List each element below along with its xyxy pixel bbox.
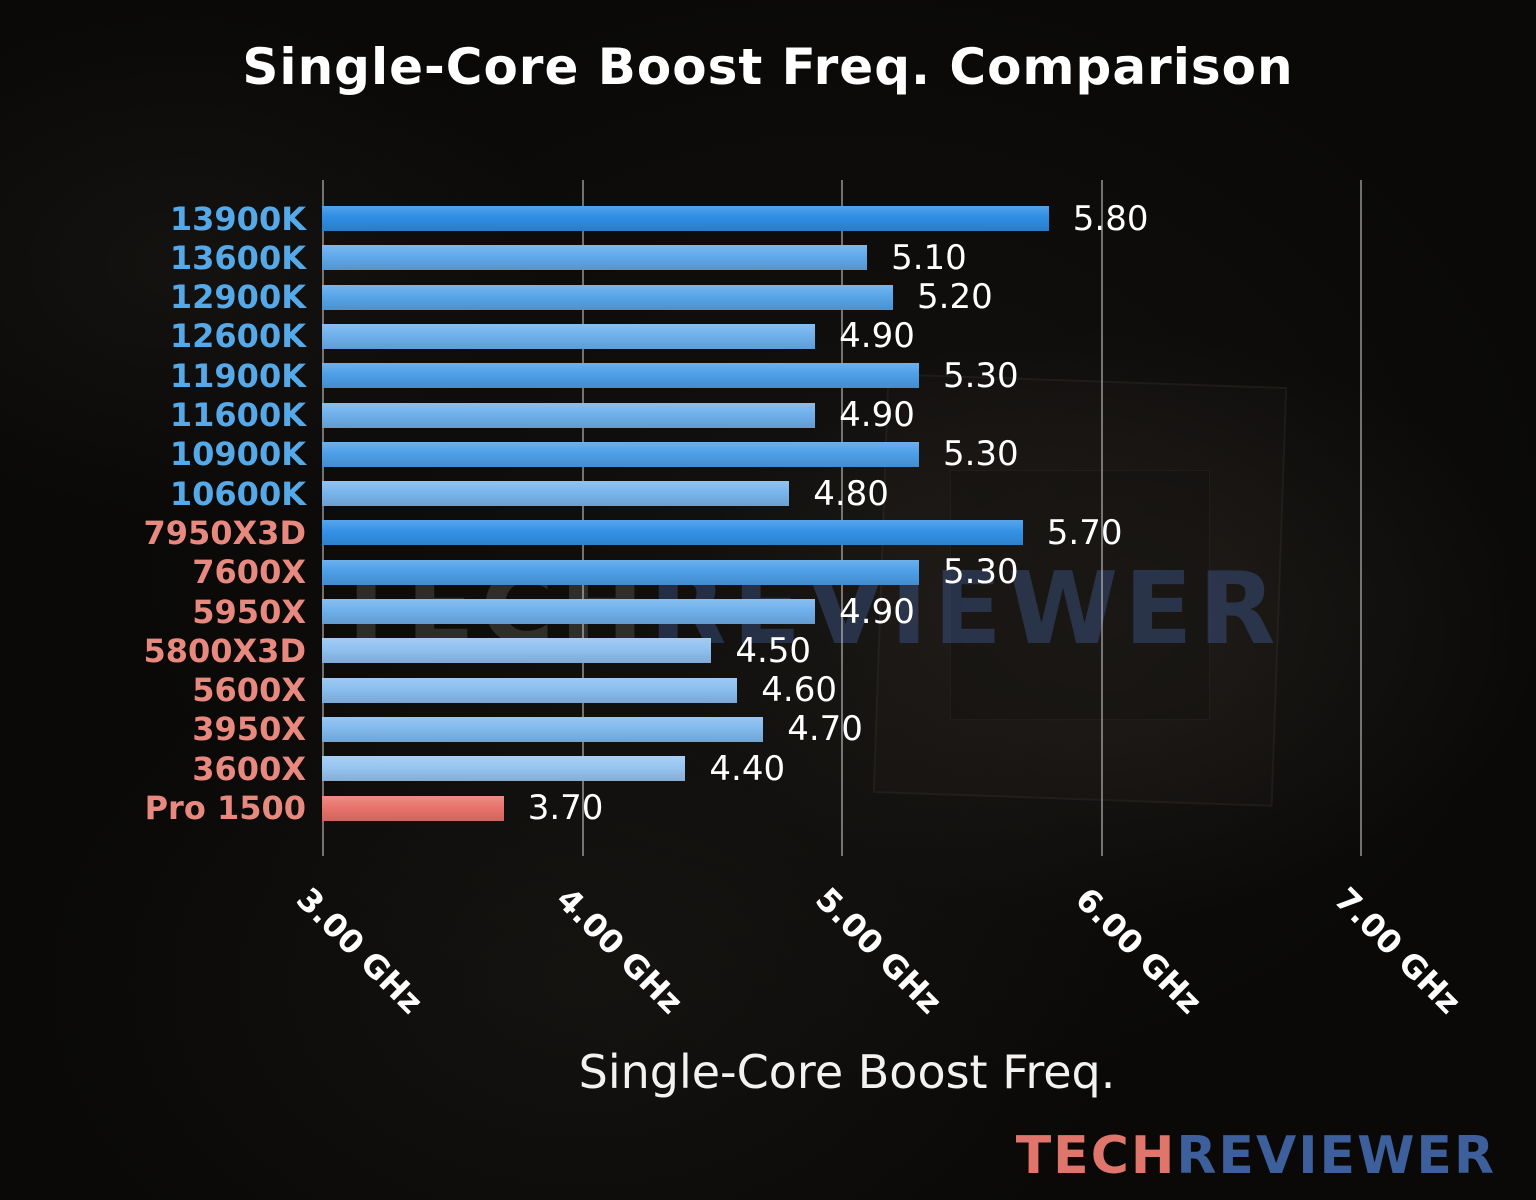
bar-row: 7950X3D 5.70 [143, 513, 1490, 553]
category-label: 5800X3D [143, 631, 306, 670]
value-label: 5.80 [1072, 198, 1149, 239]
value-label: 5.20 [917, 277, 993, 318]
bar-row: Pro 1500 3.70 [145, 788, 1490, 828]
value-label: 5.70 [1046, 512, 1123, 553]
value-label: 4.90 [839, 395, 915, 435]
category-label: 11900K [169, 356, 306, 395]
bar-row: 5800X3D 4.50 [143, 631, 1490, 671]
value-label: 4.90 [839, 591, 915, 632]
category-label: 7600X [192, 553, 306, 592]
bar-row: 11600K 4.90 [170, 395, 1490, 435]
category-label: 5600X [192, 671, 306, 710]
gridline [581, 180, 584, 856]
background-cpu-shape [950, 470, 1210, 720]
value-label: 4.80 [813, 473, 889, 514]
gridline [841, 180, 844, 856]
category-label: 10900K [169, 435, 306, 474]
bar [322, 559, 919, 585]
bar [322, 323, 816, 349]
bar-row: 12600K 4.90 [170, 316, 1490, 356]
value-label: 4.40 [709, 748, 786, 789]
x-axis-title: Single-Core Boost Freq. [578, 1045, 1116, 1099]
category-label: 10600K [169, 474, 306, 513]
bar-row: 13900K 5.80 [170, 199, 1490, 239]
bar [322, 520, 1023, 546]
value-label: 4.60 [761, 670, 837, 711]
x-tick-label: 7.00 GHz [1327, 880, 1469, 1022]
bar-row: 3600X 4.40 [192, 749, 1490, 789]
value-label: 5.30 [942, 355, 1019, 396]
value-label: 5.30 [942, 552, 1019, 593]
bar-row: 11900K 5.30 [170, 356, 1490, 396]
bar [322, 363, 919, 389]
category-label: 13600K [169, 238, 306, 277]
x-tick-label: 6.00 GHz [1067, 880, 1210, 1022]
bar [322, 599, 816, 624]
category-label: 7950X3D [143, 513, 306, 552]
bar [322, 677, 738, 703]
bar-row: 13600K 5.10 [170, 238, 1490, 278]
bar [322, 402, 816, 428]
bar-row: 7600X 5.30 [192, 552, 1490, 592]
bar [322, 245, 868, 271]
bar [322, 795, 504, 821]
bar [322, 284, 894, 310]
bar [322, 481, 790, 507]
value-label: 4.50 [735, 630, 812, 671]
category-label: 3600X [192, 749, 306, 788]
bar [322, 716, 764, 742]
watermark-footer-reviewer: REVIEWER [1176, 1126, 1496, 1186]
bar [322, 441, 919, 467]
chart-title: Single-Core Boost Freq. Comparison [242, 38, 1294, 96]
value-label: 4.90 [839, 316, 915, 357]
gridline [1360, 180, 1363, 856]
category-label: 13900K [169, 199, 306, 238]
watermark-footer: TECHREVIEWER [1016, 1126, 1496, 1186]
bar [322, 206, 1049, 231]
bar-row: 10900K 5.30 [170, 434, 1490, 474]
category-label: 3950X [192, 710, 306, 749]
bar-row: 5950X 4.90 [192, 592, 1490, 632]
gridline [322, 180, 324, 856]
bar-row: 5600X 4.60 [192, 670, 1490, 710]
gridline [1100, 180, 1103, 856]
category-label: 12600K [169, 317, 306, 356]
x-tick-label: 4.00 GHz [548, 880, 690, 1022]
bar-row: 3950X 4.70 [192, 709, 1490, 749]
bar [322, 756, 686, 782]
value-label: 4.70 [787, 709, 863, 750]
category-label: 5950X [192, 592, 306, 631]
category-label: 12900K [169, 278, 306, 317]
value-label: 5.30 [942, 434, 1019, 475]
x-tick-label: 5.00 GHz [808, 880, 950, 1022]
bar-row: 12900K 5.20 [170, 277, 1490, 317]
value-label: 3.70 [527, 788, 604, 828]
x-tick-label: 3.00 GHz [289, 880, 431, 1022]
plot-area: TECHREVIEWER 13900K5.8013600K5.1012900K5… [143, 180, 1490, 1021]
category-label: Pro 1500 [144, 789, 306, 827]
value-label: 5.10 [891, 237, 967, 278]
bar-row: 10600K 4.80 [170, 474, 1490, 514]
category-label: 11600K [169, 396, 306, 434]
bar [322, 638, 712, 664]
watermark-footer-tech: TECH [1015, 1126, 1177, 1186]
